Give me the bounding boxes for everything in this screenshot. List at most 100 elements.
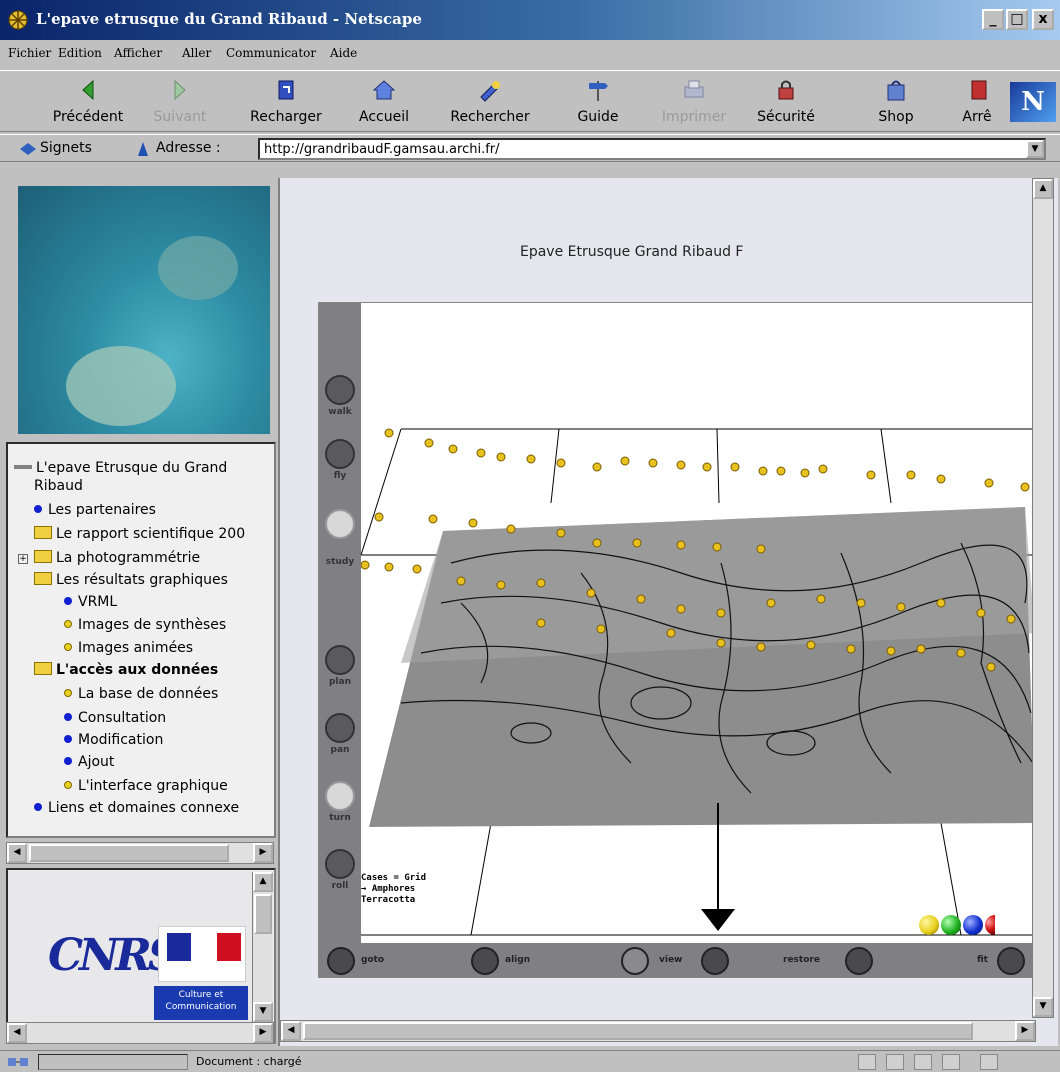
content-horizontal-scrollbar[interactable]: ◀ ▶ <box>280 1020 1036 1042</box>
stop-button[interactable]: Arrê <box>944 75 1010 131</box>
maximize-button[interactable]: □ <box>1006 9 1028 30</box>
print-button[interactable]: Imprimer <box>654 75 734 131</box>
scroll-thumb[interactable] <box>303 1022 973 1040</box>
yellow-ball-icon[interactable] <box>919 915 939 935</box>
tree-item-liens[interactable]: Liens et domaines connexe <box>34 800 239 816</box>
scroll-thumb[interactable] <box>254 894 272 934</box>
menu-aller[interactable]: Aller <box>182 46 212 60</box>
roll-tool-icon[interactable] <box>325 849 355 879</box>
tree-item-ajout[interactable]: Ajout <box>64 754 114 770</box>
back-button[interactable]: Précédent <box>48 75 128 131</box>
scroll-down-icon[interactable]: ▼ <box>253 1002 273 1022</box>
align-tool-icon[interactable] <box>471 947 499 975</box>
security-status-icon[interactable] <box>980 1054 998 1070</box>
scroll-left-icon[interactable]: ◀ <box>7 843 27 863</box>
underwater-amphora-photo <box>18 186 270 434</box>
tree-item-label: Modification <box>78 732 164 748</box>
tree-item-images-syntheses[interactable]: Images de synthèses <box>64 617 226 633</box>
blue-bullet-icon <box>64 735 72 743</box>
tree-item-base-donnees[interactable]: La base de données <box>64 686 218 702</box>
scroll-left-icon[interactable]: ◀ <box>7 1023 27 1043</box>
logos-vertical-scrollbar[interactable]: ▲ ▼ <box>252 872 273 1022</box>
reload-button[interactable]: Recharger <box>246 75 326 131</box>
scroll-thumb[interactable] <box>29 844 229 862</box>
tree-item-images-animees[interactable]: Images animées <box>64 640 193 656</box>
tree-item-label: Les partenaires <box>48 502 156 518</box>
component-bar-groups-icon[interactable] <box>914 1054 932 1070</box>
pan-tool-icon[interactable] <box>325 713 355 743</box>
component-bar-navigator-icon[interactable] <box>858 1054 876 1070</box>
tree-item-modification[interactable]: Modification <box>64 732 163 748</box>
tree-item-vrml[interactable]: VRML <box>64 594 117 610</box>
content-vertical-scrollbar[interactable]: ▲ ▼ <box>1032 178 1054 1018</box>
scroll-down-icon[interactable]: ▼ <box>1033 997 1053 1017</box>
blue-bullet-icon <box>34 803 42 811</box>
turn-tool-icon[interactable] <box>325 781 355 811</box>
tree-item-partenaires[interactable]: Les partenaires <box>34 502 156 518</box>
plan-tool-icon[interactable] <box>325 645 355 675</box>
close-button[interactable]: x <box>1032 9 1054 30</box>
shop-button[interactable]: Shop <box>856 75 936 131</box>
amphora-markers[interactable] <box>360 428 1030 672</box>
menu-edition[interactable]: Edition <box>58 46 102 60</box>
vrml-viewer[interactable]: Cases = Grid → Amphores Terracotta walk … <box>318 302 1034 978</box>
tree-root[interactable]: L'epave Etrusque du Grand <box>14 460 227 476</box>
scroll-right-icon[interactable]: ▶ <box>1015 1021 1035 1041</box>
home-button[interactable]: Accueil <box>344 75 424 131</box>
tree-item-consultation[interactable]: Consultation <box>64 710 166 726</box>
bookmarks-button[interactable]: Signets <box>40 140 92 156</box>
republique-francaise-logo[interactable] <box>158 926 246 982</box>
tree-item-rapport[interactable]: Le rapport scientifique 200 <box>34 526 245 542</box>
scroll-left-icon[interactable]: ◀ <box>281 1021 301 1041</box>
tree-item-interface-graphique[interactable]: L'interface graphique <box>64 778 228 794</box>
tree-item-label: Images de synthèses <box>78 617 227 633</box>
view-tool-icon[interactable] <box>621 947 649 975</box>
seabed-map[interactable] <box>360 303 1034 943</box>
tree-item-acces-donnees[interactable]: L'accès aux données <box>34 662 218 678</box>
expand-icon[interactable]: + <box>18 554 28 564</box>
menu-fichier[interactable]: Fichier <box>8 46 52 60</box>
restore-tool-label: restore <box>783 955 820 965</box>
menu-afficher[interactable]: Afficher <box>114 46 163 60</box>
3d-scene[interactable] <box>360 303 1034 943</box>
goto-tool-icon[interactable] <box>327 947 355 975</box>
color-picker[interactable] <box>919 915 997 937</box>
seabed-highlight <box>401 507 1033 663</box>
guide-button[interactable]: Guide <box>558 75 638 131</box>
study-tool-icon[interactable] <box>325 509 355 539</box>
fit-tool-icon[interactable] <box>997 947 1025 975</box>
component-bar-composer-icon[interactable] <box>942 1054 960 1070</box>
green-ball-icon[interactable] <box>941 915 961 935</box>
play-icon[interactable] <box>701 947 729 975</box>
fly-tool-icon[interactable] <box>325 439 355 469</box>
logos-horizontal-scrollbar[interactable]: ◀ ▶ <box>6 1022 274 1044</box>
search-button[interactable]: Rechercher <box>450 75 530 131</box>
yellow-bullet-icon <box>64 643 72 651</box>
security-button[interactable]: Sécurité <box>746 75 826 131</box>
netscape-logo[interactable]: N <box>1010 82 1056 122</box>
yellow-bullet-icon <box>64 781 72 789</box>
menu-communicator[interactable]: Communicator <box>226 46 317 60</box>
culture-logo[interactable]: Culture et Communication <box>154 986 248 1020</box>
tree-item-label: La photogrammétrie <box>56 550 201 566</box>
blue-ball-icon[interactable] <box>963 915 983 935</box>
scroll-up-icon[interactable]: ▲ <box>253 872 273 892</box>
menu-bar: Fichier Edition Afficher Aller Communica… <box>0 42 1060 66</box>
component-bar-mail-icon[interactable] <box>886 1054 904 1070</box>
red-ball-icon[interactable] <box>985 915 995 935</box>
walk-tool-icon[interactable] <box>325 375 355 405</box>
minimize-button[interactable]: _ <box>982 9 1004 30</box>
restore-tool-icon[interactable] <box>845 947 873 975</box>
menu-aide[interactable]: Aide <box>330 46 358 60</box>
tree-item-photogrammetrie[interactable]: + La photogrammétrie <box>18 550 200 566</box>
tree-horizontal-scrollbar[interactable]: ◀ ▶ <box>6 842 274 864</box>
content-frame: Epave Etrusque Grand Ribaud F <box>278 178 1058 1046</box>
scroll-up-icon[interactable]: ▲ <box>1033 179 1053 199</box>
scroll-right-icon[interactable]: ▶ <box>253 843 273 863</box>
address-input[interactable]: http://grandribaudF.gamsau.archi.fr/ <box>258 138 1046 160</box>
chevron-down-icon[interactable]: ▼ <box>1026 140 1044 158</box>
scroll-right-icon[interactable]: ▶ <box>253 1023 273 1043</box>
tree-item-resultats[interactable]: Les résultats graphiques <box>34 572 228 588</box>
forward-button[interactable]: Suivant <box>140 75 220 131</box>
cnrs-logo[interactable]: CNRS <box>48 930 180 981</box>
